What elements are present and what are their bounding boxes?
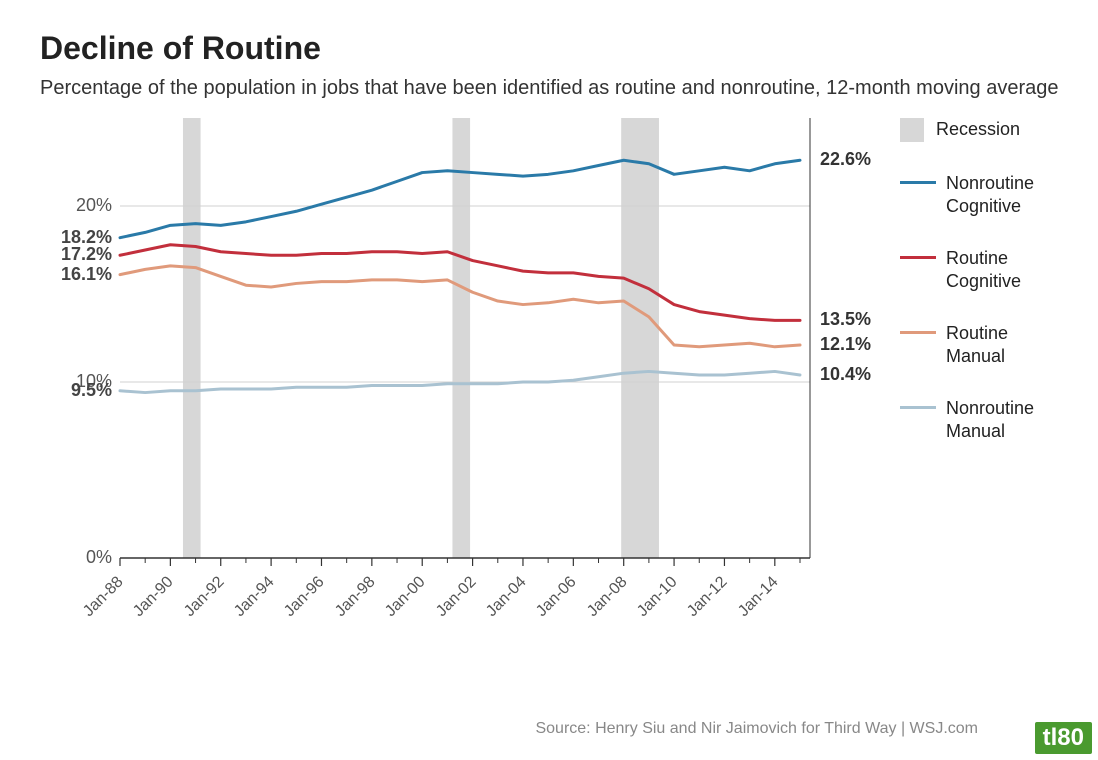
chart-subtitle: Percentage of the population in jobs tha…	[40, 75, 1078, 102]
legend-swatch-icon	[900, 256, 936, 259]
legend-label: Routine Manual	[946, 322, 1056, 367]
source-line: Source: Henry Siu and Nir Jaimovich for …	[535, 720, 978, 738]
y-axis-label: 0%	[62, 547, 112, 568]
series-end-routine_manual: 12.1%	[820, 334, 900, 355]
legend-label: Nonroutine Manual	[946, 397, 1056, 442]
legend-item-routine_manual: Routine Manual	[900, 322, 1056, 367]
legend-item-nonroutine_manual: Nonroutine Manual	[900, 397, 1056, 442]
legend-swatch-icon	[900, 406, 936, 409]
recession-swatch	[900, 118, 924, 142]
chart-title: Decline of Routine	[40, 30, 1078, 67]
legend: Recession Nonroutine Cognitive Routine Cog…	[900, 118, 1056, 472]
legend-label: Routine Cognitive	[946, 247, 1056, 292]
series-start-routine_manual: 16.1%	[48, 264, 112, 285]
watermark-badge: tl80	[1035, 722, 1092, 754]
y-axis-label: 20%	[62, 195, 112, 216]
series-start-routine_cognitive: 17.2%	[48, 244, 112, 265]
legend-item-recession: Recession	[900, 118, 1056, 142]
series-end-nonroutine_cognitive: 22.6%	[820, 149, 900, 170]
series-end-nonroutine_manual: 10.4%	[820, 364, 900, 385]
legend-item-nonroutine_cognitive: Nonroutine Cognitive	[900, 172, 1056, 217]
series-start-nonroutine_manual: 9.5%	[48, 380, 112, 401]
legend-item-routine_cognitive: Routine Cognitive	[900, 247, 1056, 292]
legend-label: Recession	[936, 118, 1046, 141]
chart-area: 0%10%20%18.2%17.2%16.1%9.5%22.6%13.5%12.…	[40, 108, 1060, 648]
legend-swatch-icon	[900, 331, 936, 334]
series-end-routine_cognitive: 13.5%	[820, 309, 900, 330]
legend-label: Nonroutine Cognitive	[946, 172, 1056, 217]
legend-swatch-icon	[900, 181, 936, 184]
